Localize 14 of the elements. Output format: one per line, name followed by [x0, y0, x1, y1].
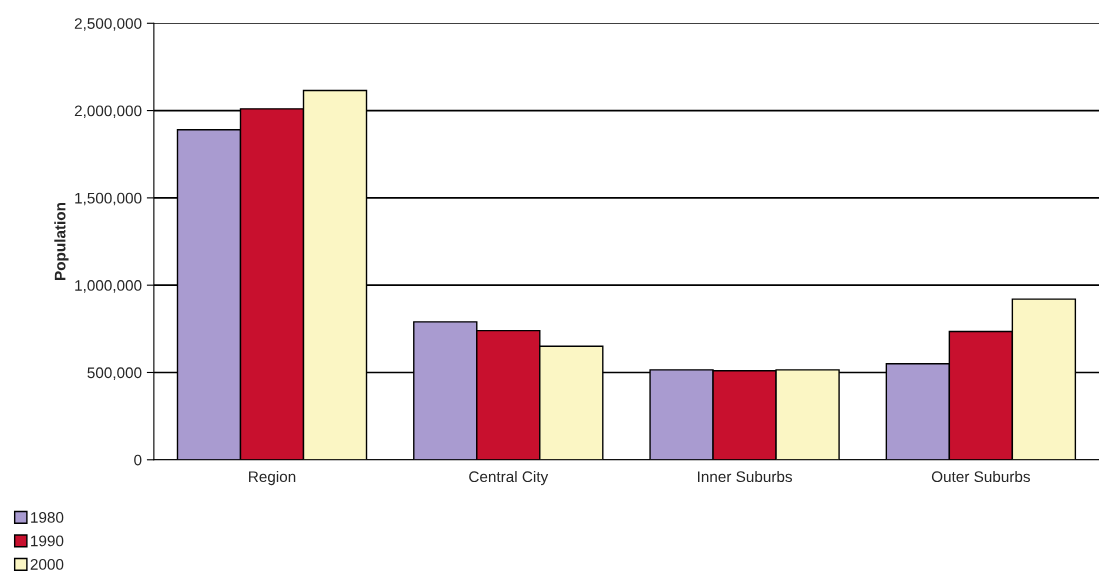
legend-label: 1990: [31, 535, 64, 547]
x-tick-label: Central City: [469, 470, 549, 486]
y-tick-label: 0: [134, 454, 142, 466]
x-tick-label: Outer Suburbs: [931, 470, 1030, 483]
y-tick-label: 2,000,000: [74, 105, 142, 119]
y-tick-label: 1,500,000: [75, 192, 142, 206]
y-tick-label: 1,000,000: [75, 280, 142, 293]
y-tick-label: 500,000: [87, 367, 142, 380]
y-tick-label: 2,500,000: [74, 18, 142, 31]
legend-label: 2000: [30, 558, 64, 570]
x-tick-label: Region: [249, 470, 296, 486]
legend-label: 1980: [31, 512, 64, 523]
x-tick-label: Inner Suburbs: [698, 470, 793, 483]
y-axis-title: Population: [54, 203, 69, 280]
